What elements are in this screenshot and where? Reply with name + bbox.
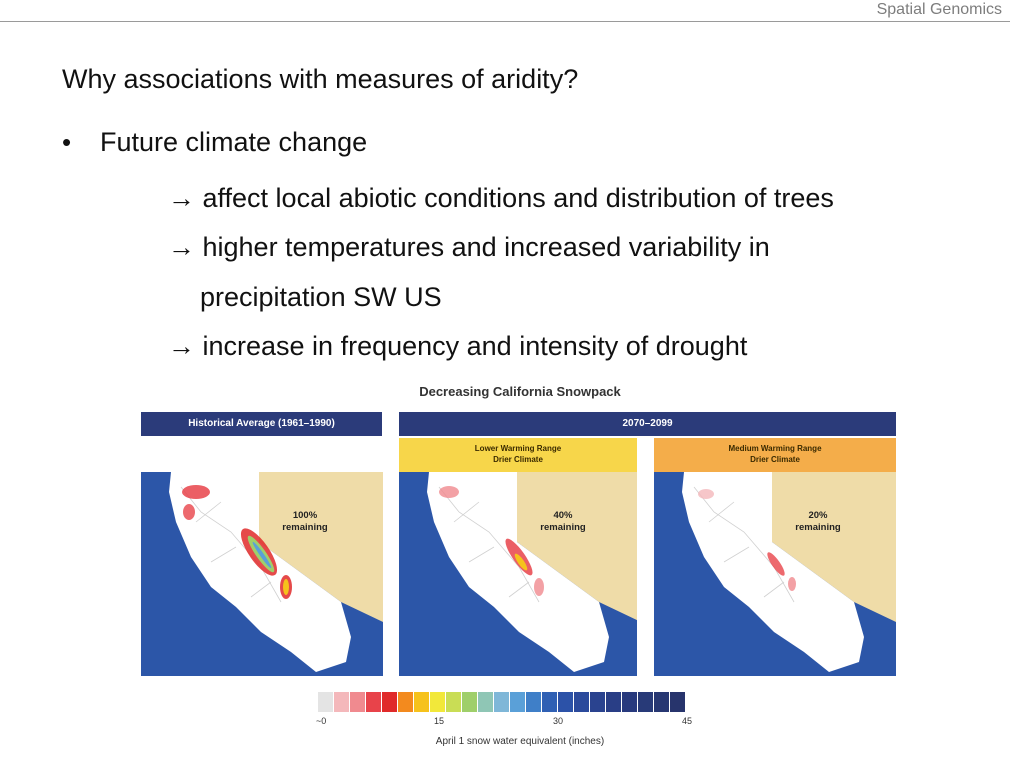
legend-swatch <box>478 692 493 712</box>
scenario-low: Lower Warming Range Drier Climate <box>399 438 637 472</box>
legend-swatch <box>558 692 573 712</box>
snowpack-figure: Decreasing California Snowpack Historica… <box>140 378 900 758</box>
sub-point-3: → increase in frequency and intensity of… <box>168 331 748 361</box>
scenario-med: Medium Warming Range Drier Climate <box>654 438 896 472</box>
historical-band: Historical Average (1961–1990) <box>141 412 382 436</box>
map-lower-warming: 40% remaining <box>399 472 637 676</box>
legend-tick-45: 45 <box>682 716 693 726</box>
legend-swatch <box>398 692 413 712</box>
legend-swatch <box>382 692 397 712</box>
pct-value: 40% <box>553 510 573 521</box>
bullet-text: Future climate change <box>100 127 368 157</box>
sub-point-1: → affect local abiotic conditions and di… <box>168 183 834 213</box>
pct-label: remaining <box>795 522 841 533</box>
future-band: 2070–2099 <box>399 412 896 436</box>
legend-swatch <box>670 692 685 712</box>
legend-swatch <box>542 692 557 712</box>
legend-swatch <box>318 692 333 712</box>
scenario-med-line1: Medium Warming Range <box>728 444 822 453</box>
sub-point-2: → higher temperatures and increased vari… <box>168 232 770 262</box>
legend-swatch <box>606 692 621 712</box>
legend-swatch <box>414 692 429 712</box>
pct-value: 100% <box>292 510 318 521</box>
legend-tick-15: 15 <box>434 716 445 726</box>
legend-swatch <box>462 692 477 712</box>
pct-label: remaining <box>540 522 586 533</box>
legend-swatch <box>446 692 461 712</box>
legend-swatch <box>590 692 605 712</box>
slide-title: Why associations with measures of aridit… <box>62 64 579 94</box>
legend-swatch <box>510 692 525 712</box>
scenario-low-line2: Drier Climate <box>493 455 543 464</box>
pct-label: remaining <box>282 522 328 533</box>
pct-value: 20% <box>808 510 828 521</box>
map-historical: 100% remaining <box>141 472 383 676</box>
figure-title: Decreasing California Snowpack <box>419 384 621 399</box>
legend-tick-0: ~0 <box>316 716 327 726</box>
bullet-dot: • <box>62 127 72 157</box>
pct-lower: 40% remaining <box>517 510 609 534</box>
legend-tick-30: 30 <box>553 716 564 726</box>
legend-swatch <box>526 692 541 712</box>
legend-swatch <box>334 692 349 712</box>
header-rule <box>0 21 1010 22</box>
pct-medium: 20% remaining <box>772 510 864 534</box>
legend-swatch <box>654 692 669 712</box>
legend-swatch <box>494 692 509 712</box>
legend-swatch <box>366 692 381 712</box>
color-legend <box>318 692 686 714</box>
sub-point-2-cont: precipitation SW US <box>200 282 442 312</box>
header-title: Spatial Genomics <box>876 1 1002 18</box>
legend-swatch <box>350 692 365 712</box>
legend-swatch <box>638 692 653 712</box>
legend-caption: April 1 snow water equivalent (inches) <box>435 736 605 747</box>
legend-swatch <box>622 692 637 712</box>
scenario-low-line1: Lower Warming Range <box>474 444 562 453</box>
legend-swatch <box>430 692 445 712</box>
map-medium-warming: 20% remaining <box>654 472 896 676</box>
pct-historical: 100% remaining <box>259 510 351 534</box>
scenario-med-line2: Drier Climate <box>750 455 800 464</box>
legend-swatch <box>574 692 589 712</box>
